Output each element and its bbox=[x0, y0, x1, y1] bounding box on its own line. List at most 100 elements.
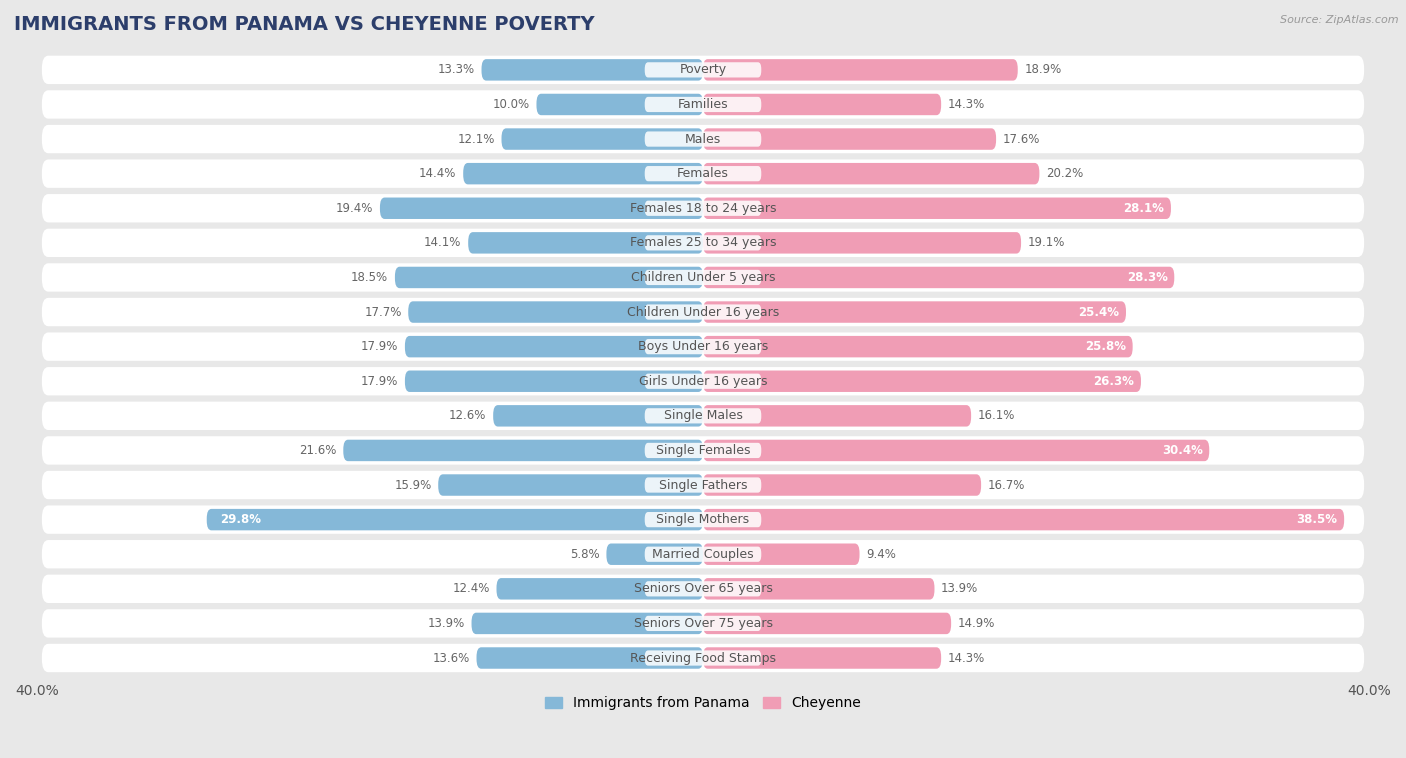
Text: 12.4%: 12.4% bbox=[453, 582, 489, 595]
FancyBboxPatch shape bbox=[494, 405, 703, 427]
FancyBboxPatch shape bbox=[502, 128, 703, 150]
Text: Females 18 to 24 years: Females 18 to 24 years bbox=[630, 202, 776, 215]
Text: Females 25 to 34 years: Females 25 to 34 years bbox=[630, 236, 776, 249]
FancyBboxPatch shape bbox=[42, 125, 1364, 153]
Text: Males: Males bbox=[685, 133, 721, 146]
Text: 17.6%: 17.6% bbox=[1002, 133, 1040, 146]
FancyBboxPatch shape bbox=[645, 443, 761, 458]
FancyBboxPatch shape bbox=[703, 371, 1142, 392]
FancyBboxPatch shape bbox=[42, 575, 1364, 603]
FancyBboxPatch shape bbox=[645, 62, 761, 77]
FancyBboxPatch shape bbox=[42, 90, 1364, 119]
Text: 25.4%: 25.4% bbox=[1078, 305, 1119, 318]
FancyBboxPatch shape bbox=[395, 267, 703, 288]
FancyBboxPatch shape bbox=[439, 475, 703, 496]
Text: 9.4%: 9.4% bbox=[866, 548, 896, 561]
Text: 28.3%: 28.3% bbox=[1126, 271, 1167, 284]
FancyBboxPatch shape bbox=[42, 55, 1364, 84]
FancyBboxPatch shape bbox=[703, 94, 941, 115]
FancyBboxPatch shape bbox=[405, 336, 703, 357]
FancyBboxPatch shape bbox=[645, 131, 761, 146]
Text: 15.9%: 15.9% bbox=[394, 478, 432, 491]
FancyBboxPatch shape bbox=[207, 509, 703, 531]
FancyBboxPatch shape bbox=[343, 440, 703, 461]
FancyBboxPatch shape bbox=[645, 478, 761, 493]
Text: 13.9%: 13.9% bbox=[427, 617, 465, 630]
FancyBboxPatch shape bbox=[703, 267, 1174, 288]
Text: Girls Under 16 years: Girls Under 16 years bbox=[638, 374, 768, 388]
Text: 18.9%: 18.9% bbox=[1025, 64, 1062, 77]
Text: 20.2%: 20.2% bbox=[1046, 168, 1083, 180]
Text: Married Couples: Married Couples bbox=[652, 548, 754, 561]
Text: 16.7%: 16.7% bbox=[988, 478, 1025, 491]
Text: Families: Families bbox=[678, 98, 728, 111]
Text: 16.1%: 16.1% bbox=[977, 409, 1015, 422]
FancyBboxPatch shape bbox=[42, 367, 1364, 396]
Text: 14.1%: 14.1% bbox=[425, 236, 461, 249]
FancyBboxPatch shape bbox=[645, 305, 761, 320]
Text: Poverty: Poverty bbox=[679, 64, 727, 77]
FancyBboxPatch shape bbox=[380, 198, 703, 219]
Text: Boys Under 16 years: Boys Under 16 years bbox=[638, 340, 768, 353]
FancyBboxPatch shape bbox=[703, 578, 935, 600]
FancyBboxPatch shape bbox=[703, 440, 1209, 461]
FancyBboxPatch shape bbox=[703, 163, 1039, 184]
Text: Source: ZipAtlas.com: Source: ZipAtlas.com bbox=[1281, 15, 1399, 25]
Text: Children Under 5 years: Children Under 5 years bbox=[631, 271, 775, 284]
FancyBboxPatch shape bbox=[405, 371, 703, 392]
FancyBboxPatch shape bbox=[42, 609, 1364, 637]
Text: 13.3%: 13.3% bbox=[437, 64, 475, 77]
FancyBboxPatch shape bbox=[42, 298, 1364, 326]
FancyBboxPatch shape bbox=[645, 201, 761, 216]
Text: Single Fathers: Single Fathers bbox=[659, 478, 747, 491]
Text: 38.5%: 38.5% bbox=[1296, 513, 1337, 526]
FancyBboxPatch shape bbox=[645, 650, 761, 666]
FancyBboxPatch shape bbox=[42, 506, 1364, 534]
FancyBboxPatch shape bbox=[703, 647, 941, 669]
FancyBboxPatch shape bbox=[42, 471, 1364, 500]
FancyBboxPatch shape bbox=[703, 232, 1021, 254]
FancyBboxPatch shape bbox=[703, 405, 972, 427]
FancyBboxPatch shape bbox=[703, 302, 1126, 323]
Text: 5.8%: 5.8% bbox=[569, 548, 600, 561]
Text: 13.6%: 13.6% bbox=[433, 652, 470, 665]
Text: 14.4%: 14.4% bbox=[419, 168, 457, 180]
Text: 18.5%: 18.5% bbox=[352, 271, 388, 284]
FancyBboxPatch shape bbox=[42, 333, 1364, 361]
FancyBboxPatch shape bbox=[645, 235, 761, 250]
Text: Females: Females bbox=[678, 168, 728, 180]
FancyBboxPatch shape bbox=[703, 59, 1018, 80]
FancyBboxPatch shape bbox=[481, 59, 703, 80]
Text: Seniors Over 65 years: Seniors Over 65 years bbox=[634, 582, 772, 595]
FancyBboxPatch shape bbox=[606, 543, 703, 565]
Text: Single Males: Single Males bbox=[664, 409, 742, 422]
Text: 30.4%: 30.4% bbox=[1161, 444, 1202, 457]
FancyBboxPatch shape bbox=[703, 198, 1171, 219]
Text: 28.1%: 28.1% bbox=[1123, 202, 1164, 215]
FancyBboxPatch shape bbox=[463, 163, 703, 184]
Text: Single Mothers: Single Mothers bbox=[657, 513, 749, 526]
FancyBboxPatch shape bbox=[42, 644, 1364, 672]
FancyBboxPatch shape bbox=[42, 402, 1364, 430]
FancyBboxPatch shape bbox=[537, 94, 703, 115]
Text: 29.8%: 29.8% bbox=[221, 513, 262, 526]
FancyBboxPatch shape bbox=[703, 128, 995, 150]
FancyBboxPatch shape bbox=[496, 578, 703, 600]
Text: Seniors Over 75 years: Seniors Over 75 years bbox=[634, 617, 772, 630]
FancyBboxPatch shape bbox=[645, 339, 761, 354]
Text: 13.9%: 13.9% bbox=[941, 582, 979, 595]
FancyBboxPatch shape bbox=[645, 166, 761, 181]
FancyBboxPatch shape bbox=[703, 475, 981, 496]
Legend: Immigrants from Panama, Cheyenne: Immigrants from Panama, Cheyenne bbox=[540, 691, 866, 716]
FancyBboxPatch shape bbox=[42, 159, 1364, 188]
Text: Receiving Food Stamps: Receiving Food Stamps bbox=[630, 652, 776, 665]
FancyBboxPatch shape bbox=[645, 512, 761, 528]
FancyBboxPatch shape bbox=[645, 615, 761, 631]
FancyBboxPatch shape bbox=[42, 229, 1364, 257]
Text: 25.8%: 25.8% bbox=[1085, 340, 1126, 353]
FancyBboxPatch shape bbox=[477, 647, 703, 669]
FancyBboxPatch shape bbox=[42, 263, 1364, 292]
FancyBboxPatch shape bbox=[468, 232, 703, 254]
Text: 14.3%: 14.3% bbox=[948, 98, 986, 111]
FancyBboxPatch shape bbox=[471, 612, 703, 634]
